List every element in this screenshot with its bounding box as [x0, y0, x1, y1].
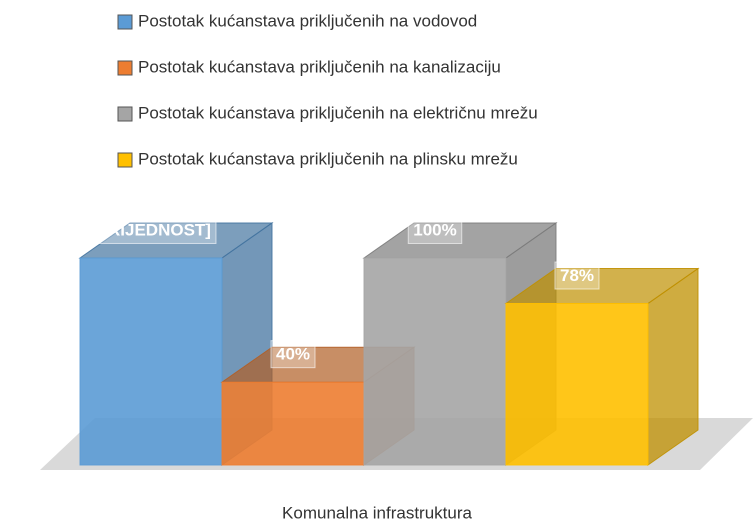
bar [504, 267, 700, 466]
value-label-box [407, 215, 463, 244]
legend-label: Postotak kućanstava priključenih na plin… [138, 149, 518, 168]
value-label: 78% [560, 266, 594, 285]
value-label-box [85, 215, 217, 244]
bar-face [505, 303, 649, 466]
value-label: 40% [276, 345, 310, 364]
legend-label: Postotak kućanstava priključenih na vodo… [138, 11, 477, 30]
bar-face [79, 257, 223, 466]
legend-label: Postotak kućanstava priključenih na elek… [138, 103, 538, 122]
bar-face [363, 257, 507, 466]
legend-swatch [117, 60, 133, 76]
legend-swatch [117, 14, 133, 30]
category-label: Komunalna infrastruktura [282, 503, 472, 522]
value-label: 100% [413, 220, 456, 239]
value-label-box [270, 340, 316, 369]
value-label-box [554, 261, 600, 290]
value-label: [VRIJEDNOST] [91, 220, 211, 239]
bar-face [221, 381, 365, 466]
legend-label: Postotak kućanstava priključenih na kana… [138, 57, 501, 76]
legend-swatch [117, 152, 133, 168]
legend-swatch [117, 106, 133, 122]
